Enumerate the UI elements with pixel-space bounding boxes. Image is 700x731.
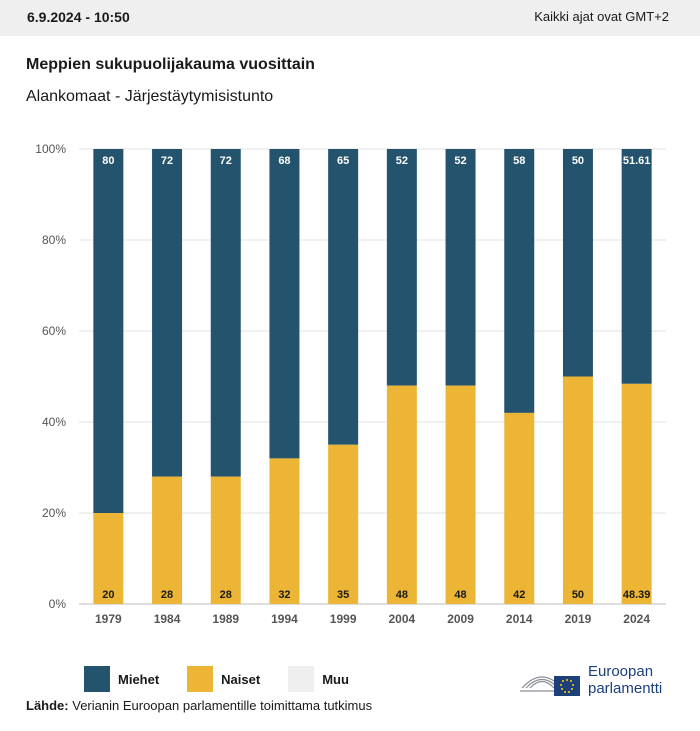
y-tick-label: 0% [49,597,67,611]
legend-item-muu[interactable]: Muu [288,666,349,692]
bar-naiset-2014 [504,412,535,604]
y-tick-label: 100% [35,142,66,156]
timezone-note: Kaikki ajat ovat GMT+2 [534,9,669,24]
legend-swatch-naiset [187,666,214,692]
y-tick-label: 40% [42,415,66,429]
data-label-miehet: 65 [337,155,349,167]
y-tick-label: 80% [42,233,66,247]
logo-line-1: Euroopan [588,663,654,680]
top-bar: 6.9.2024 - 10:50 Kaikki ajat ovat GMT+2 [0,0,700,36]
data-label-miehet: 72 [220,155,232,167]
source-note: Lähde: Verianin Euroopan parlamentille t… [26,698,372,713]
bar-miehet-2009 [445,149,476,386]
bar-miehet-1999 [328,149,359,445]
y-tick-label: 60% [42,324,66,338]
legend-label-miehet: Miehet [118,671,160,687]
data-label-naiset: 48 [454,589,466,601]
chart-legend: Miehet Naiset Muu [84,666,377,692]
legend-item-miehet[interactable]: Miehet [84,666,159,692]
datetime-label: 6.9.2024 - 10:50 [27,9,130,25]
bar-naiset-2024 [621,383,652,604]
data-label-miehet: 58 [513,155,525,167]
bar-miehet-2004 [386,149,417,386]
bar-naiset-1994 [269,458,300,604]
data-label-miehet: 50 [572,155,584,167]
legend-label-naiset: Naiset [221,671,261,687]
chart-title: Meppien sukupuolijakauma vuosittain [26,56,315,73]
bar-naiset-1989 [210,476,241,604]
x-tick-label: 2009 [447,612,474,626]
x-tick-label: 1979 [95,612,122,626]
data-label-miehet: 51.61 [623,155,651,167]
data-label-miehet: 52 [396,155,408,167]
bar-miehet-1979 [93,149,124,513]
bar-miehet-1994 [269,149,300,459]
data-label-naiset: 48.39 [623,589,651,601]
legend-swatch-muu [288,666,315,692]
bar-naiset-1999 [328,444,359,604]
data-label-naiset: 32 [278,589,290,601]
source-text: Verianin Euroopan parlamentille toimitta… [72,698,373,713]
x-tick-label: 2019 [565,612,592,626]
stacked-bar-chart: 0% 20% 40% 60% 80% 100% 80 20 1979 72 28 1984 72 28 19… [35,142,666,626]
legend-label-muu: Muu [322,671,349,687]
data-label-miehet: 68 [278,155,290,167]
bar-naiset-2004 [386,385,417,604]
bar-miehet-1984 [152,149,183,477]
source-label: Lähde: [26,698,69,713]
bar-naiset-2019 [562,376,593,604]
data-label-naiset: 48 [396,589,408,601]
data-label-miehet: 72 [161,155,173,167]
chart-subtitle: Alankomaat - Järjestäytymisistunto [26,88,274,105]
bar-miehet-2019 [562,149,593,377]
data-label-naiset: 35 [337,589,349,601]
data-label-miehet: 80 [102,155,114,167]
x-tick-label: 1984 [154,612,181,626]
x-tick-label: 1989 [212,612,239,626]
data-label-naiset: 20 [102,589,114,601]
logo-text: Euroopan parlamentti [588,663,662,697]
parliament-hemicycle-icon [520,676,580,696]
ep-logo: Euroopan parlamentti [518,660,678,700]
legend-swatch-miehet [84,666,110,692]
bar-naiset-2009 [445,385,476,604]
bar-miehet-2014 [504,149,535,413]
bar-naiset-1979 [93,513,124,604]
data-label-naiset: 28 [161,589,173,601]
x-tick-label: 2004 [388,612,415,626]
x-tick-label: 1999 [330,612,357,626]
x-tick-label: 2024 [623,612,650,626]
bar-naiset-1984 [152,476,183,604]
bar-miehet-1989 [210,149,241,477]
logo-line-2: parlamentti [588,680,663,697]
x-tick-label: 2014 [506,612,533,626]
data-label-naiset: 42 [513,589,525,601]
data-label-naiset: 50 [572,589,584,601]
bar-miehet-2024 [621,149,652,384]
y-tick-label: 20% [42,506,66,520]
data-label-miehet: 52 [454,155,466,167]
x-tick-label: 1994 [271,612,298,626]
legend-item-naiset[interactable]: Naiset [187,666,260,692]
data-label-naiset: 28 [220,589,232,601]
